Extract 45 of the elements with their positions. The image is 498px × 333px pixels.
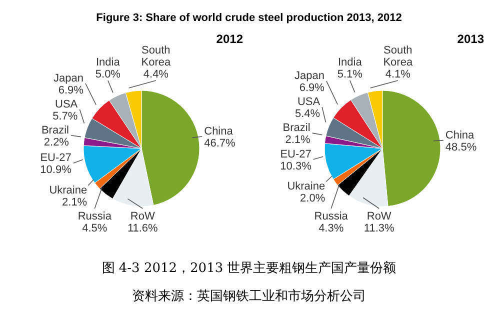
data-label: 5.1% [337, 68, 363, 80]
data-label: 10.9% [40, 164, 72, 176]
data-label: 48.5% [445, 141, 477, 154]
slice-label: Japan [53, 72, 84, 84]
data-label: 11.6% [127, 222, 158, 234]
slice-label: Ukraine [287, 180, 326, 193]
slice-label: Russia [314, 210, 349, 222]
caption: 图 4-3 2012，2013 世界主要粗钢生产国产量份额 [100, 260, 398, 277]
data-label: 4.3% [318, 222, 344, 234]
data-label: 4.5% [82, 222, 108, 234]
slice-label: EU-27 [280, 148, 312, 160]
data-label: 46.7% [204, 137, 236, 150]
text: 资料来源：英国钢铁工业和市场分析公司 [131, 288, 367, 305]
data-label: 6.9% [58, 84, 84, 96]
slice-label: Brazil [41, 124, 69, 136]
slice-label: Ukraine [49, 184, 88, 196]
data-label: 5.4% [295, 108, 320, 120]
slice-label: South Korea [141, 44, 172, 68]
slice-label: Russia [78, 210, 112, 222]
data-label: 10.3% [280, 160, 312, 172]
slice-label: India [338, 56, 363, 68]
slice-label: USA [297, 96, 321, 108]
data-label: 2.2% [44, 136, 70, 148]
slice-label: China [445, 129, 476, 142]
slice-label: RoW [366, 210, 392, 222]
data-label: 2.1% [62, 196, 88, 208]
slice-label: RoW [130, 210, 156, 222]
data-label: 5.0% [95, 68, 121, 80]
data-label: 2.0% [300, 192, 326, 205]
data-label: 4.1% [385, 68, 411, 80]
slice-label: India [96, 56, 121, 68]
slice-label: China [204, 125, 234, 138]
slice-label: South Korea [383, 44, 414, 68]
chart-subtitle: 2013 [457, 32, 484, 46]
data-label: 4.4% [143, 68, 169, 80]
slice-label: USA [55, 98, 78, 110]
chart-title: Figure 3: Share of world crude steel production 2013, 2012 [95, 11, 403, 26]
chart-subtitle: 2012 [216, 32, 243, 46]
data-label: 5.7% [52, 110, 78, 122]
slice-label: Brazil [282, 122, 310, 134]
slice-label: EU-27 [40, 152, 72, 164]
data-label: 11.3% [364, 222, 395, 234]
data-label: 6.9% [299, 82, 325, 94]
data-label: 2.1% [285, 134, 311, 146]
slice-label: Japan [294, 70, 324, 82]
